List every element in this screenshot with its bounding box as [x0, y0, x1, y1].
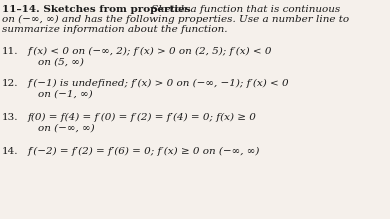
Text: summarize information about the function.: summarize information about the function… — [2, 25, 227, 34]
Text: on (−∞, ∞) and has the following properties. Use a number line to: on (−∞, ∞) and has the following propert… — [2, 15, 349, 24]
Text: on (5, ∞): on (5, ∞) — [38, 58, 84, 67]
Text: f′(−1) is undefined; f′(x) > 0 on (−∞, −1); f′(x) < 0: f′(−1) is undefined; f′(x) > 0 on (−∞, −… — [28, 79, 290, 88]
Text: on (−∞, ∞): on (−∞, ∞) — [38, 124, 95, 133]
Text: f(0) = f(4) = f′(0) = f′(2) = f′(4) = 0; f(x) ≥ 0: f(0) = f(4) = f′(0) = f′(2) = f′(4) = 0;… — [28, 113, 257, 122]
Text: Sketch a function that is continuous: Sketch a function that is continuous — [148, 5, 340, 14]
Text: on (−1, ∞): on (−1, ∞) — [38, 90, 93, 99]
Text: 14.: 14. — [2, 147, 18, 156]
Text: 12.: 12. — [2, 79, 18, 88]
Text: 11.: 11. — [2, 47, 18, 56]
Text: f′(x) < 0 on (−∞, 2); f′(x) > 0 on (2, 5); f′(x) < 0: f′(x) < 0 on (−∞, 2); f′(x) > 0 on (2, 5… — [28, 47, 273, 56]
Text: 13.: 13. — [2, 113, 18, 122]
Text: 11–14. Sketches from properties: 11–14. Sketches from properties — [2, 5, 191, 14]
Text: f′(−2) = f′(2) = f′(6) = 0; f′(x) ≥ 0 on (−∞, ∞): f′(−2) = f′(2) = f′(6) = 0; f′(x) ≥ 0 on… — [28, 147, 261, 156]
